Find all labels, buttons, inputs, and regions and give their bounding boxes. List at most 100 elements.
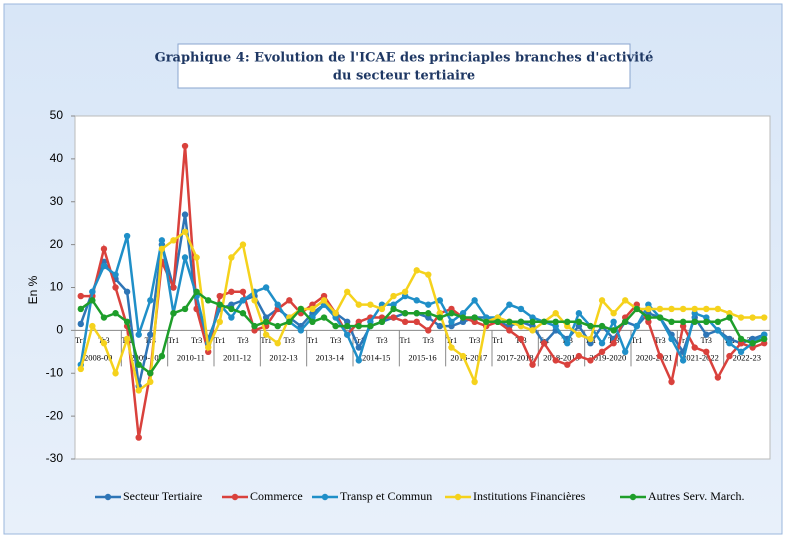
series-marker (610, 327, 617, 334)
series-marker (297, 327, 305, 334)
series-marker (355, 301, 362, 308)
series-marker (100, 245, 108, 253)
series-marker (575, 318, 583, 325)
series-marker (737, 314, 745, 321)
series-marker (483, 318, 490, 325)
y-tick-label: 20 (50, 237, 64, 251)
series-marker (564, 340, 571, 347)
series-marker (123, 288, 131, 295)
series-marker (564, 361, 571, 368)
series-marker (587, 357, 594, 364)
series-marker (668, 305, 675, 313)
series-marker (598, 322, 606, 330)
series-marker (309, 318, 316, 325)
series-marker (714, 374, 722, 381)
series-marker (286, 318, 293, 325)
series-marker (749, 340, 756, 347)
series-marker (726, 340, 733, 347)
x-tick-label: Tr1 (168, 336, 179, 345)
series-marker (645, 305, 652, 313)
legend-label: Institutions Financières (473, 489, 586, 503)
x-tick-label: Tr3 (423, 336, 434, 345)
series-marker (344, 288, 351, 295)
series-marker (494, 318, 501, 325)
series-marker (367, 301, 374, 308)
series-marker (77, 320, 84, 328)
y-tick-label: -20 (46, 408, 64, 422)
series-marker (251, 322, 258, 330)
series-marker (320, 297, 328, 304)
x-tick-label: Tr3 (654, 336, 665, 345)
series-marker (529, 318, 536, 325)
series-marker (622, 318, 629, 325)
legend-marker (629, 493, 637, 501)
series-marker (413, 267, 420, 274)
x-tick-label: Tr3 (284, 336, 295, 345)
series-marker (135, 331, 142, 338)
x-group-label: 2010-11 (177, 352, 205, 362)
legend-marker (454, 493, 462, 501)
series-marker (714, 318, 722, 325)
series-marker (714, 327, 722, 334)
series-marker (181, 254, 189, 261)
series-marker (320, 314, 328, 321)
x-tick-label: Tr1 (75, 336, 86, 345)
y-axis-label: En % (26, 275, 40, 304)
plot-area (74, 115, 771, 460)
series-marker (413, 310, 420, 317)
series-marker (89, 288, 96, 295)
series-marker (679, 305, 687, 313)
x-tick-label: Tr1 (492, 336, 503, 345)
series-marker (112, 370, 119, 377)
series-marker (529, 327, 536, 334)
series-marker (703, 348, 710, 356)
chart-title: Graphique 4: Evolution de l'ICAE des pri… (155, 51, 654, 66)
series-marker (703, 305, 710, 313)
series-marker (401, 318, 409, 325)
series-marker (147, 331, 154, 338)
series-marker (587, 322, 594, 330)
series-marker (147, 370, 154, 377)
series-marker (679, 357, 687, 364)
series-marker (459, 314, 467, 321)
series-marker (193, 288, 200, 295)
series-marker (633, 305, 640, 313)
series-marker (274, 340, 281, 347)
series-marker (112, 271, 119, 278)
series-marker (332, 310, 339, 317)
series-marker (112, 310, 119, 317)
series-marker (448, 310, 455, 317)
series-marker (575, 331, 583, 338)
y-tick-label: -10 (46, 365, 64, 379)
series-marker (726, 352, 733, 360)
series-marker (332, 322, 339, 330)
series-marker (123, 318, 131, 325)
series-marker (158, 237, 166, 244)
series-marker (413, 318, 420, 325)
series-marker (645, 314, 652, 321)
series-marker (239, 297, 247, 304)
series-marker (564, 318, 571, 325)
series-marker (703, 331, 710, 338)
x-tick-label: Tr1 (446, 336, 457, 345)
series-marker (610, 318, 617, 325)
series-marker (436, 314, 444, 321)
series-marker (679, 318, 687, 325)
y-tick-label: 30 (50, 194, 64, 208)
y-tick-label: 40 (50, 151, 64, 165)
series-marker (170, 310, 177, 317)
series-marker (135, 387, 142, 394)
series-marker (378, 318, 386, 325)
series-marker (100, 314, 108, 321)
series-marker (181, 211, 189, 218)
series-marker (89, 297, 96, 304)
series-marker (181, 305, 189, 313)
x-tick-label: Tr1 (631, 336, 642, 345)
x-group-label: 2012-13 (269, 352, 297, 362)
series-marker (228, 254, 235, 261)
series-marker (262, 331, 270, 338)
series-marker (100, 262, 108, 270)
series-marker (691, 344, 698, 351)
series-marker (598, 297, 606, 304)
x-group-label: 2014-15 (362, 352, 390, 362)
